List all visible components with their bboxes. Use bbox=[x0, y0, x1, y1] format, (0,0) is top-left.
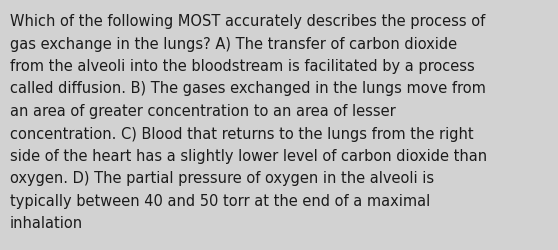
Text: an area of greater concentration to an area of lesser: an area of greater concentration to an a… bbox=[10, 104, 396, 118]
Text: called diffusion. B) The gases exchanged in the lungs move from: called diffusion. B) The gases exchanged… bbox=[10, 81, 486, 96]
Text: from the alveoli into the bloodstream is facilitated by a process: from the alveoli into the bloodstream is… bbox=[10, 59, 475, 74]
Text: gas exchange in the lungs? A) The transfer of carbon dioxide: gas exchange in the lungs? A) The transf… bbox=[10, 36, 457, 51]
Text: oxygen. D) The partial pressure of oxygen in the alveoli is: oxygen. D) The partial pressure of oxyge… bbox=[10, 171, 434, 186]
Text: concentration. C) Blood that returns to the lungs from the right: concentration. C) Blood that returns to … bbox=[10, 126, 474, 141]
Text: side of the heart has a slightly lower level of carbon dioxide than: side of the heart has a slightly lower l… bbox=[10, 148, 487, 163]
Text: inhalation: inhalation bbox=[10, 216, 83, 230]
Text: Which of the following MOST accurately describes the process of: Which of the following MOST accurately d… bbox=[10, 14, 485, 29]
Text: typically between 40 and 50 torr at the end of a maximal: typically between 40 and 50 torr at the … bbox=[10, 193, 430, 208]
